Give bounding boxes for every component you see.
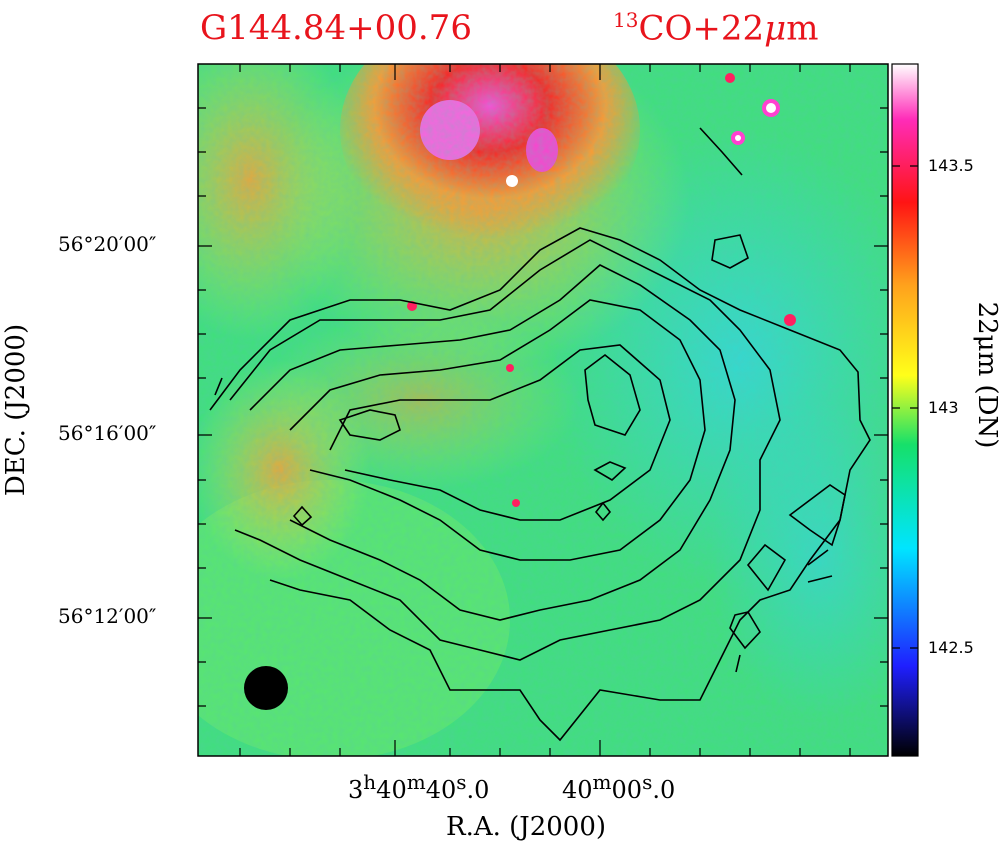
y-tick-label: 56°20′00″ <box>58 232 157 256</box>
x-tick-label: 3h40m40s.0 <box>348 770 490 804</box>
source-title: G144.84+00.76 <box>200 8 472 48</box>
band-title: 13CO+22μm <box>613 8 818 48</box>
contour-peak-b <box>584 353 641 436</box>
contour-fragment-3 <box>214 377 223 396</box>
colorbar-ticks <box>892 165 918 649</box>
y-axis-title: DEC. (J2000) <box>1 323 31 497</box>
colorbar-tick-label: 143 <box>928 398 959 417</box>
contour-2 <box>229 239 781 661</box>
plot-frame <box>197 63 889 757</box>
colorbar-tick-label: 142.5 <box>928 638 974 657</box>
colorbar-title: 22μm (DN) <box>972 301 1002 449</box>
beam-marker <box>244 666 288 710</box>
x-axis-title: R.A. (J2000) <box>446 812 607 842</box>
contour-fragment-1 <box>699 127 743 176</box>
contour-peak-a <box>338 409 401 441</box>
isotope-superscript: 13 <box>613 8 639 32</box>
colorbar-tick-label: 143.5 <box>928 156 974 175</box>
contour-peak-c <box>593 461 627 481</box>
contour-3 <box>249 264 736 621</box>
contour-fragment-4 <box>735 654 741 673</box>
contour-4 <box>289 299 706 561</box>
mu-symbol: μ <box>764 8 787 49</box>
contour-fragment-2 <box>807 549 833 583</box>
band-label: CO+22 <box>638 8 765 49</box>
intensity-map <box>198 64 888 756</box>
contour-island-2 <box>788 484 846 547</box>
contour-island-3 <box>746 543 787 592</box>
y-tick-label: 56°16′00″ <box>58 421 157 445</box>
contour-island-1 <box>711 234 749 269</box>
colorbar <box>891 63 919 757</box>
contour-5 <box>329 344 671 521</box>
co-contours <box>209 127 871 742</box>
axis-ticks <box>198 64 888 756</box>
x-tick-label: 40m00s.0 <box>562 770 676 804</box>
contour-island-4 <box>729 611 761 650</box>
band-unit: m <box>786 8 819 49</box>
y-tick-label: 56°12′00″ <box>58 604 157 628</box>
contour-peak-d <box>594 501 612 522</box>
contour-peak-e <box>292 505 313 527</box>
